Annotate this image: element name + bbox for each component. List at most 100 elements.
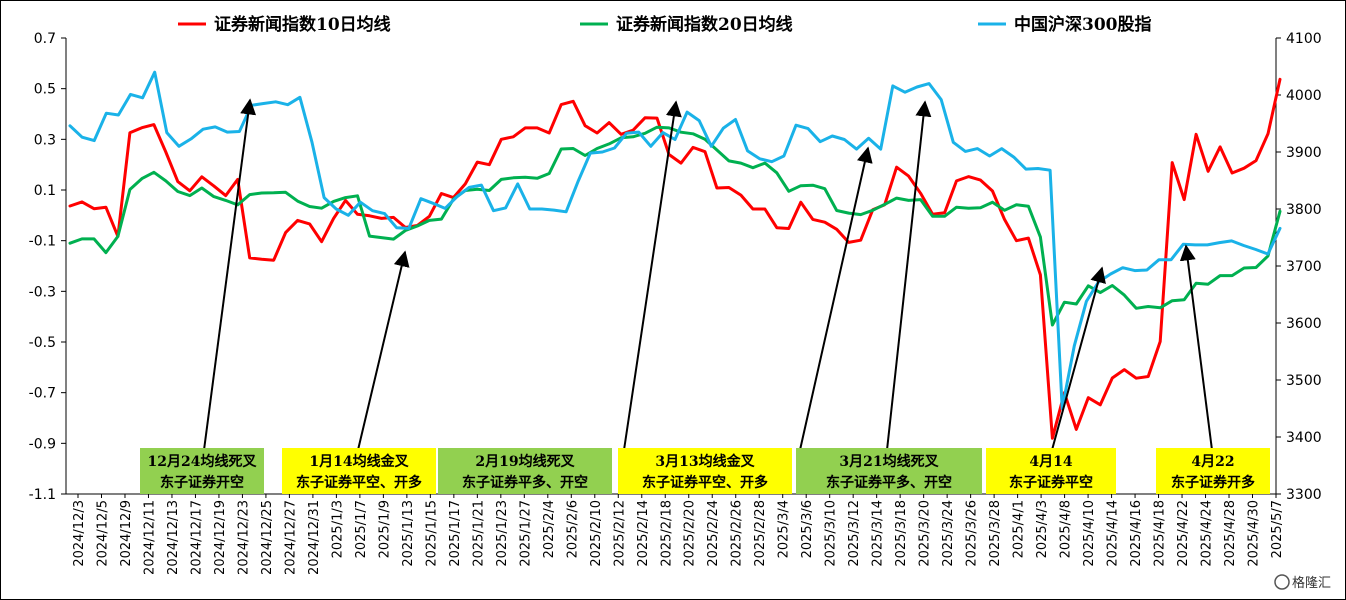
arrow-group — [203, 98, 1213, 451]
x-tick-label: 2025/4/28 — [1223, 500, 1238, 567]
x-tick-label: 2025/1/15 — [424, 500, 439, 567]
annotation-box-1 — [282, 448, 436, 494]
x-tick-label: 2025/2/10 — [589, 500, 604, 567]
legend-label-0: 证券新闻指数10日均线 — [214, 14, 391, 35]
y-left-tick-label: 0.3 — [34, 132, 56, 148]
x-tick-label: 2024/12/11 — [142, 500, 157, 575]
arrow-0 — [203, 98, 257, 451]
watermark: 格隆汇 — [1274, 574, 1331, 591]
x-tick-label: 2024/12/23 — [236, 500, 251, 575]
y-right-tick-label: 3400 — [1286, 430, 1322, 446]
x-tick-label: 2025/2/26 — [730, 500, 745, 567]
y-left-tick-label: 0.5 — [34, 82, 56, 98]
annotation-box-5 — [986, 448, 1116, 494]
annotation-line2-2: 东子证券平多、开空 — [462, 474, 588, 491]
x-tick-label: 2025/2/12 — [612, 500, 627, 567]
y-right-tick-label: 3600 — [1286, 316, 1322, 332]
arrow-2 — [623, 100, 682, 451]
x-tick-label: 2025/4/8 — [1059, 500, 1074, 558]
annotation-line1-0: 12月24均线死叉 — [148, 453, 258, 470]
annotation-box-0 — [140, 448, 264, 494]
watermark-logo-icon — [1274, 574, 1290, 590]
annotation-line1-1: 1月14均线金叉 — [309, 453, 409, 470]
x-tick-label: 2025/2/6 — [565, 500, 580, 558]
y-right-tick-label: 3800 — [1286, 202, 1322, 218]
x-tick-label: 2025/2/24 — [706, 500, 721, 567]
watermark-text: 格隆汇 — [1292, 575, 1331, 591]
x-tick-label: 2025/1/9 — [377, 500, 392, 558]
series-line-1 — [68, 125, 1282, 327]
x-tick-label: 2025/4/3 — [1035, 500, 1050, 558]
series-line-0 — [68, 77, 1282, 440]
annotation-line2-0: 东子证券开空 — [160, 474, 244, 491]
x-tick-label: 2024/12/25 — [260, 500, 275, 575]
x-tick-label: 2025/5/7 — [1270, 500, 1285, 558]
x-tick-label: 2025/4/18 — [1153, 500, 1168, 567]
annotation-box-3 — [618, 448, 792, 494]
annotation-line1-2: 2月19均线死叉 — [475, 453, 575, 470]
x-tick-label: 2025/4/16 — [1129, 500, 1144, 567]
annotation-line2-5: 东子证券平空 — [1009, 474, 1093, 491]
arrow-3 — [799, 146, 873, 451]
x-tick-label: 2025/2/14 — [636, 500, 651, 567]
y-right-tick-label: 4100 — [1286, 31, 1322, 47]
x-tick-label: 2024/12/27 — [283, 500, 298, 575]
annotation-line1-3: 3月13均线金叉 — [655, 453, 755, 470]
x-tick-label: 2025/3/4 — [777, 500, 792, 558]
x-tick-label: 2025/2/4 — [542, 500, 557, 558]
annotation-line1-6: 4月22 — [1191, 454, 1234, 470]
x-tick-label: 2025/1/27 — [518, 500, 533, 567]
y-right-tick-label: 3900 — [1286, 145, 1322, 161]
y-left-tick-label: -0.3 — [29, 284, 56, 300]
x-tick-label: 2025/3/28 — [988, 500, 1003, 567]
x-tick-label: 2025/3/10 — [824, 500, 839, 567]
arrow-1 — [357, 250, 410, 451]
x-tick-label: 2024/12/17 — [189, 500, 204, 575]
x-tick-label: 2024/12/9 — [119, 500, 134, 567]
x-tick-label: 2024/12/19 — [213, 500, 228, 575]
x-tick-label: 2025/4/22 — [1176, 500, 1191, 567]
y-right-tick-label: 4000 — [1286, 88, 1322, 104]
arrow-5 — [1051, 266, 1106, 451]
arrow-4 — [886, 100, 932, 451]
y-left-tick-label: -0.1 — [29, 234, 56, 250]
legend: 证券新闻指数10日均线 证券新闻指数20日均线 中国沪深300股指 — [178, 14, 1152, 35]
y-left-tick-label: 0.7 — [34, 31, 56, 47]
y-left-tick-label: -0.5 — [29, 335, 56, 351]
x-tick-label: 2024/12/5 — [95, 500, 110, 567]
x-tick-label: 2024/12/31 — [307, 500, 322, 575]
x-tick-label: 2025/4/14 — [1106, 500, 1121, 567]
annotation-line2-6: 东子证券开多 — [1171, 474, 1255, 491]
annotation-line2-3: 东子证券平空、开多 — [642, 474, 768, 491]
arrow-6 — [1179, 244, 1213, 451]
x-tick-label: 2024/12/3 — [72, 500, 87, 567]
y-right-tick-label: 3700 — [1286, 259, 1322, 275]
y-left-tick-label: -0.9 — [29, 436, 56, 452]
x-tick-label: 2025/3/12 — [847, 500, 862, 567]
annotation-line1-4: 3月21均线死叉 — [839, 453, 939, 470]
x-tick-label: 2025/1/21 — [471, 500, 486, 567]
x-tick-label: 2025/4/10 — [1082, 500, 1097, 567]
y-left-tick-label: -1.1 — [29, 487, 56, 503]
x-tick-label: 2025/4/24 — [1200, 500, 1215, 567]
x-tick-label: 2025/2/28 — [753, 500, 768, 567]
x-tick-label: 2025/3/18 — [894, 500, 909, 567]
x-tick-label: 2025/3/6 — [800, 500, 815, 558]
x-tick-label: 2025/3/24 — [941, 500, 956, 567]
y-right-tick-label: 3500 — [1286, 373, 1322, 389]
x-tick-label: 2025/1/3 — [330, 500, 345, 558]
x-tick-label: 2025/2/20 — [683, 500, 698, 567]
legend-label-1: 证券新闻指数20日均线 — [616, 14, 793, 35]
axes: 0.7 0.5 0.3 0.1 -0.1 -0.3 -0.5 -0.7 -0.9 -1.1 4100… — [29, 31, 1322, 575]
annotation-line2-4: 东子证券平多、开空 — [826, 474, 952, 491]
y-left-tick-label: 0.1 — [34, 183, 56, 199]
x-tick-label: 2025/4/30 — [1247, 500, 1262, 567]
x-tick-label: 2025/1/17 — [448, 500, 463, 567]
series-line-2 — [68, 70, 1282, 410]
x-tick-label: 2025/2/18 — [659, 500, 674, 567]
x-tick-label: 2025/4/1 — [1012, 500, 1027, 558]
annotation-line2-1: 东子证券平空、开多 — [296, 474, 422, 491]
annotation-line1-5: 4月14 — [1029, 454, 1072, 470]
